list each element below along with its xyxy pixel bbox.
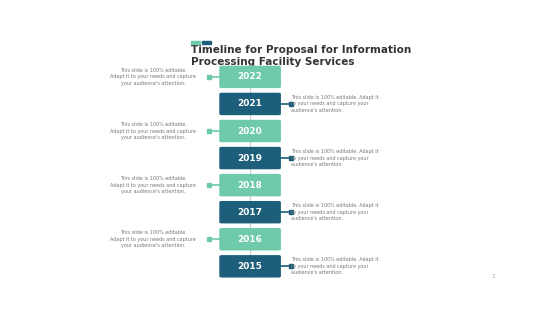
- FancyBboxPatch shape: [220, 174, 281, 196]
- Text: 2016: 2016: [237, 235, 263, 244]
- Text: 2022: 2022: [237, 72, 263, 81]
- Text: This slide is 100% editable.
Adapt it to your needs and capture
your audience's : This slide is 100% editable. Adapt it to…: [110, 230, 196, 248]
- FancyBboxPatch shape: [220, 228, 281, 250]
- Text: This slide is 100% editable. Adapt it
to your needs and capture your
audience's : This slide is 100% editable. Adapt it to…: [291, 203, 379, 221]
- Text: 2018: 2018: [237, 180, 263, 190]
- Text: This slide is 100% editable. Adapt it
to your needs and capture your
audience's : This slide is 100% editable. Adapt it to…: [291, 95, 379, 113]
- FancyBboxPatch shape: [220, 66, 281, 88]
- FancyBboxPatch shape: [220, 201, 281, 223]
- FancyBboxPatch shape: [220, 147, 281, 169]
- Text: 2017: 2017: [237, 208, 263, 217]
- Text: This slide is 100% editable.
Adapt it to your needs and capture
your audience's : This slide is 100% editable. Adapt it to…: [110, 68, 196, 86]
- Text: Timeline for Proposal for Information
Processing Facility Services: Timeline for Proposal for Information Pr…: [190, 45, 411, 67]
- Text: This slide is 100% editable.
Adapt it to your needs and capture
your audience's : This slide is 100% editable. Adapt it to…: [110, 122, 196, 140]
- Text: 2019: 2019: [237, 154, 263, 163]
- Bar: [190, 41, 200, 44]
- Text: This slide is 100% editable. Adapt it
to your needs and capture your
audience's : This slide is 100% editable. Adapt it to…: [291, 257, 379, 275]
- FancyBboxPatch shape: [220, 255, 281, 278]
- Text: 2015: 2015: [237, 262, 263, 271]
- FancyBboxPatch shape: [220, 120, 281, 142]
- Text: 2020: 2020: [238, 127, 263, 135]
- Bar: [202, 41, 211, 44]
- Text: This slide is 100% editable.
Adapt it to your needs and capture
your audience's : This slide is 100% editable. Adapt it to…: [110, 176, 196, 194]
- Text: This slide is 100% editable. Adapt it
to your needs and capture your
audience's : This slide is 100% editable. Adapt it to…: [291, 149, 379, 167]
- Text: 1: 1: [492, 274, 495, 279]
- Text: 2021: 2021: [237, 100, 263, 108]
- FancyBboxPatch shape: [220, 93, 281, 115]
